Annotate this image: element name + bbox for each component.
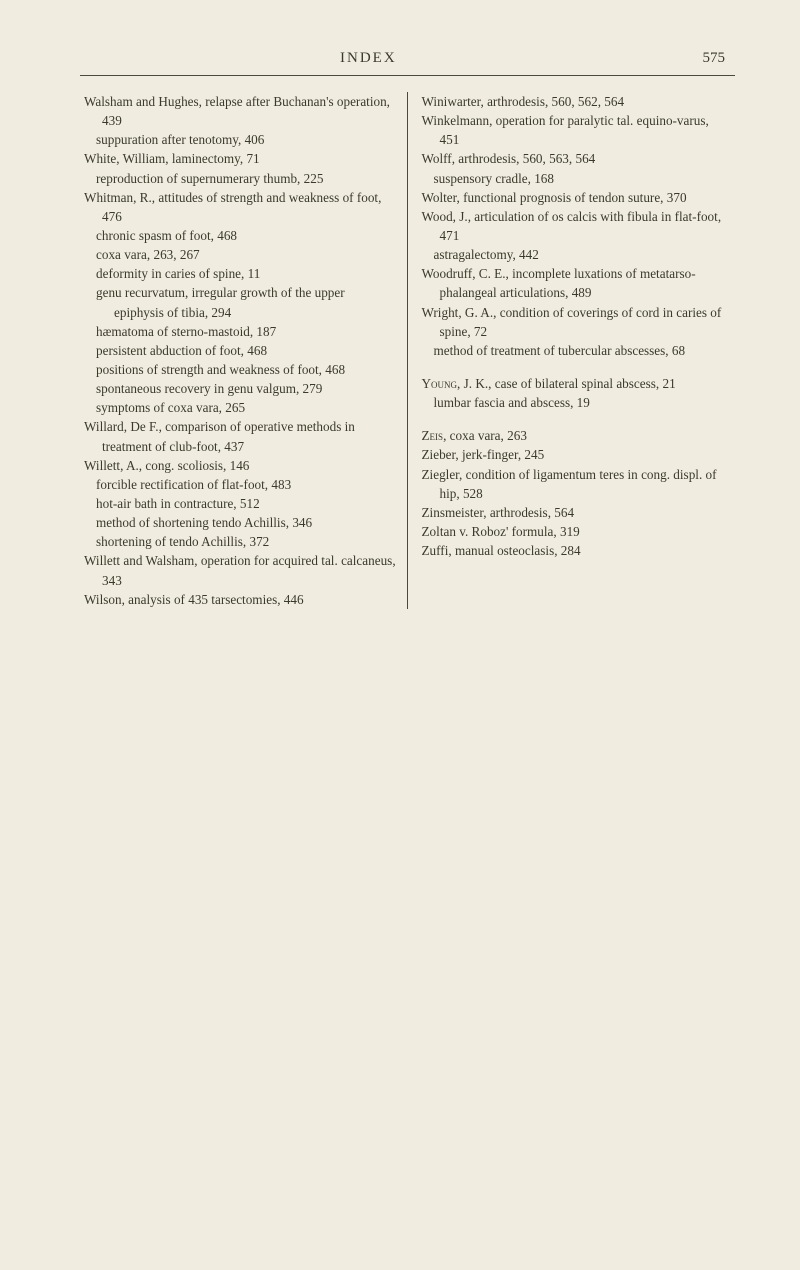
entry-lead: Zeis xyxy=(422,428,444,443)
index-entry: method of treatment of tubercular absces… xyxy=(422,341,732,360)
index-entry: suppuration after tenotomy, 406 xyxy=(84,130,397,149)
index-entry: astragalectomy, 442 xyxy=(422,245,732,264)
index-entry: hæmatoma of sterno-mastoid, 187 xyxy=(84,322,397,341)
index-entry: Willett, A., cong. scoliosis, 146 xyxy=(84,456,397,475)
index-entry: chronic spasm of foot, 468 xyxy=(84,226,397,245)
index-entry: spontaneous recovery in genu valgum, 279 xyxy=(84,379,397,398)
header-divider xyxy=(80,75,735,76)
index-entry: Wilson, analysis of 435 tarsectomies, 44… xyxy=(84,590,397,609)
index-entry: White, William, laminectomy, 71 xyxy=(84,149,397,168)
index-entry: hot-air bath in contracture, 512 xyxy=(84,494,397,513)
index-entry: Winkelmann, operation for paralytic tal.… xyxy=(422,111,732,149)
index-entry: coxa vara, 263, 267 xyxy=(84,245,397,264)
page-header: INDEX 575 xyxy=(80,50,735,67)
index-entry: Wolff, arthrodesis, 560, 563, 564 xyxy=(422,149,732,168)
index-entry: Wood, J., articulation of os calcis with… xyxy=(422,207,732,245)
index-entry: method of shortening tendo Achillis, 346 xyxy=(84,513,397,532)
header-title: INDEX xyxy=(340,50,397,67)
index-entry: deformity in caries of spine, 11 xyxy=(84,264,397,283)
index-entry: Wright, G. A., condition of coverings of… xyxy=(422,303,732,341)
index-entry: reproduction of supernumerary thumb, 225 xyxy=(84,169,397,188)
index-entry: Zinsmeister, arthrodesis, 564 xyxy=(422,503,732,522)
index-entry: Willard, De F., comparison of operative … xyxy=(84,417,397,455)
index-entry: suspensory cradle, 168 xyxy=(422,169,732,188)
index-entry: Winiwarter, arthrodesis, 560, 562, 564 xyxy=(422,92,732,111)
index-entry: Walsham and Hughes, relapse after Buchan… xyxy=(84,92,397,130)
index-entry: positions of strength and weakness of fo… xyxy=(84,360,397,379)
index-entry: symptoms of coxa vara, 265 xyxy=(84,398,397,417)
right-column: Winiwarter, arthrodesis, 560, 562, 564Wi… xyxy=(408,92,736,609)
index-entry: Woodruff, C. E., incomplete luxations of… xyxy=(422,264,732,302)
section-gap xyxy=(422,412,732,426)
index-entry: persistent abduction of foot, 468 xyxy=(84,341,397,360)
entry-lead: Young xyxy=(422,376,458,391)
index-entry: Zuffi, manual osteoclasis, 284 xyxy=(422,541,732,560)
index-entry: Young, J. K., case of bilateral spinal a… xyxy=(422,374,732,393)
index-entry: Wolter, functional prognosis of tendon s… xyxy=(422,188,732,207)
section-gap xyxy=(422,360,732,374)
index-entry: genu recurvatum, irregular growth of the… xyxy=(84,283,397,321)
index-entry: Zoltan v. Roboz' formula, 319 xyxy=(422,522,732,541)
page-number: 575 xyxy=(703,50,726,67)
index-entry: Ziegler, condition of ligamentum teres i… xyxy=(422,465,732,503)
left-column: Walsham and Hughes, relapse after Buchan… xyxy=(80,92,408,609)
index-entry: Whitman, R., attitudes of strength and w… xyxy=(84,188,397,226)
index-entry: Willett and Walsham, operation for acqui… xyxy=(84,551,397,589)
index-entry: Zieber, jerk-finger, 245 xyxy=(422,445,732,464)
index-entry: forcible rectification of flat-foot, 483 xyxy=(84,475,397,494)
index-columns: Walsham and Hughes, relapse after Buchan… xyxy=(80,92,735,609)
index-entry: lumbar fascia and abscess, 19 xyxy=(422,393,732,412)
index-entry: shortening of tendo Achillis, 372 xyxy=(84,532,397,551)
index-entry: Zeis, coxa vara, 263 xyxy=(422,426,732,445)
